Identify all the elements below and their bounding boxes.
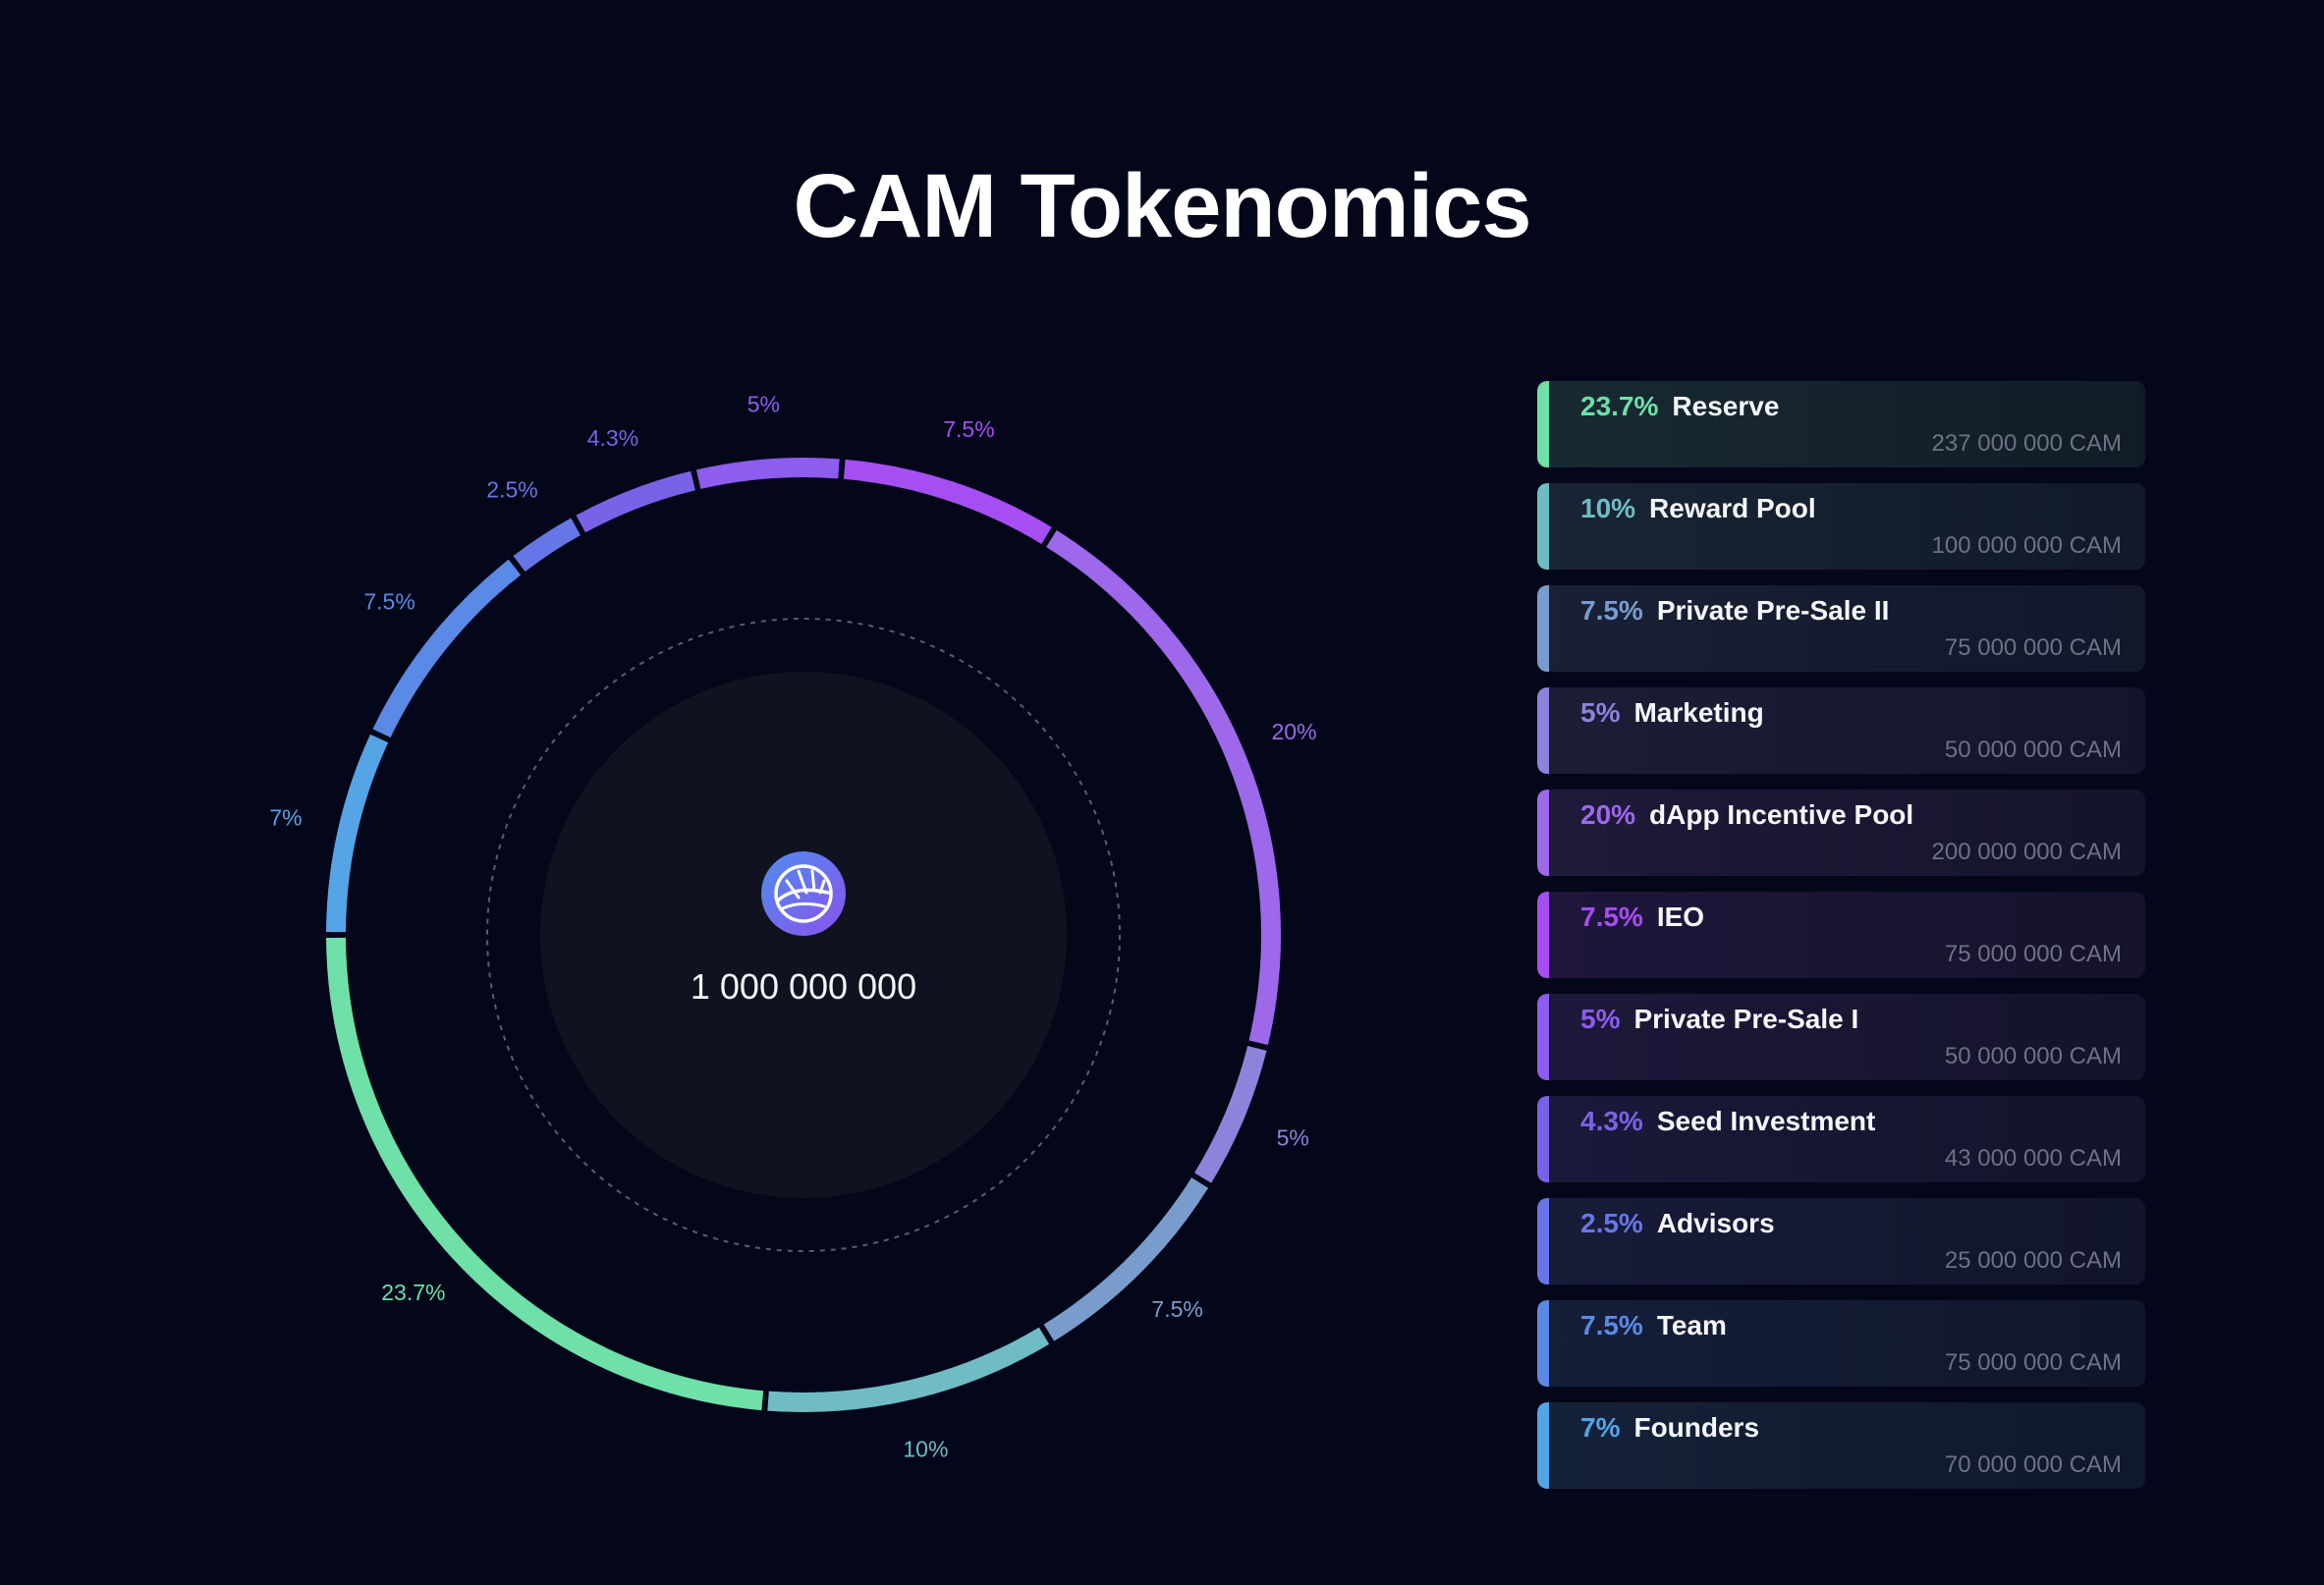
legend-percent: 7% bbox=[1580, 1412, 1621, 1443]
slice-private-pre-sale-ii bbox=[1043, 1177, 1209, 1341]
legend-item: 23.7% Reserve 237 000 000 CAM bbox=[1537, 381, 2145, 467]
legend-label: Founders bbox=[1633, 1412, 1760, 1443]
legend-heading: 7% Founders bbox=[1580, 1412, 1759, 1444]
legend-amount: 50 000 000 CAM bbox=[1944, 1043, 2122, 1069]
legend-amount: 25 000 000 CAM bbox=[1944, 1247, 2122, 1274]
legend-color-bar bbox=[1537, 790, 1549, 876]
slice-group bbox=[326, 458, 1281, 1412]
legend-item: 5% Private Pre-Sale I 50 000 000 CAM bbox=[1537, 994, 2145, 1080]
legend-percent: 7.5% bbox=[1580, 595, 1643, 626]
slice-label: 5% bbox=[747, 392, 780, 417]
legend-label: Private Pre-Sale I bbox=[1633, 1004, 1859, 1034]
legend-percent: 7.5% bbox=[1580, 1310, 1643, 1340]
legend-heading: 23.7% Reserve bbox=[1580, 391, 1779, 422]
legend-label: Reward Pool bbox=[1649, 493, 1816, 523]
slice-label: 23.7% bbox=[381, 1280, 445, 1305]
legend-color-bar bbox=[1537, 483, 1549, 570]
legend-percent: 5% bbox=[1580, 697, 1621, 728]
legend-heading: 4.3% Seed Investment bbox=[1580, 1106, 1875, 1137]
legend-label: Seed Investment bbox=[1656, 1106, 1876, 1136]
cam-logo-icon bbox=[761, 851, 846, 936]
legend-label: dApp Incentive Pool bbox=[1649, 799, 1914, 830]
legend-color-bar bbox=[1537, 1096, 1549, 1182]
label-group: 23.7% 10% 7.5% 5% 20% 7.5% 5% 4.3% 2.5% 7.5% 7% bbox=[269, 392, 1316, 1462]
legend-percent: 5% bbox=[1580, 1004, 1621, 1034]
legend-item: 20% dApp Incentive Pool 200 000 000 CAM bbox=[1537, 790, 2145, 876]
legend-amount: 70 000 000 CAM bbox=[1944, 1451, 2122, 1478]
slice-private-pre-sale-i bbox=[695, 458, 840, 489]
legend-heading: 5% Private Pre-Sale I bbox=[1580, 1004, 1858, 1035]
total-supply: 1 000 000 000 bbox=[690, 966, 917, 1007]
slice-label: 20% bbox=[1272, 719, 1317, 744]
legend-amount: 75 000 000 CAM bbox=[1944, 634, 2122, 661]
legend-item: 7% Founders 70 000 000 CAM bbox=[1537, 1402, 2145, 1489]
legend-percent: 2.5% bbox=[1580, 1208, 1643, 1238]
legend-amount: 237 000 000 CAM bbox=[1931, 430, 2122, 457]
legend-heading: 10% Reward Pool bbox=[1580, 493, 1816, 524]
legend-heading: 7.5% Team bbox=[1580, 1310, 1727, 1341]
inner-dashed-ring bbox=[486, 618, 1121, 1252]
legend: 23.7% Reserve 237 000 000 CAM 10% Reward Poo… bbox=[1537, 381, 2145, 1504]
slice-reward-pool bbox=[767, 1327, 1050, 1412]
donut-chart: 23.7% 10% 7.5% 5% 20% 7.5% 5% 4.3% 2.5% 7.5% 7% bbox=[269, 392, 1316, 1462]
legend-color-bar bbox=[1537, 687, 1549, 774]
legend-amount: 43 000 000 CAM bbox=[1944, 1145, 2122, 1172]
legend-color-bar bbox=[1537, 1300, 1549, 1387]
legend-item: 7.5% Team 75 000 000 CAM bbox=[1537, 1300, 2145, 1387]
slice-ieo bbox=[843, 459, 1052, 544]
legend-color-bar bbox=[1537, 1402, 1549, 1489]
legend-item: 4.3% Seed Investment 43 000 000 CAM bbox=[1537, 1096, 2145, 1182]
legend-color-bar bbox=[1537, 994, 1549, 1080]
slice-label: 5% bbox=[1277, 1124, 1309, 1150]
legend-amount: 200 000 000 CAM bbox=[1931, 839, 2122, 865]
legend-heading: 2.5% Advisors bbox=[1580, 1208, 1775, 1239]
legend-amount: 75 000 000 CAM bbox=[1944, 1349, 2122, 1376]
slice-label: 7.5% bbox=[943, 416, 994, 442]
slice-label: 4.3% bbox=[587, 425, 638, 451]
legend-label: Reserve bbox=[1672, 391, 1780, 421]
slice-dapp-incentive-pool bbox=[1046, 529, 1281, 1046]
legend-color-bar bbox=[1537, 1198, 1549, 1284]
legend-label: Private Pre-Sale II bbox=[1656, 595, 1890, 626]
legend-label: Marketing bbox=[1633, 697, 1764, 728]
legend-item: 5% Marketing 50 000 000 CAM bbox=[1537, 687, 2145, 774]
slice-advisors bbox=[513, 518, 581, 573]
slice-reserve bbox=[326, 937, 764, 1411]
slice-founders bbox=[326, 734, 389, 933]
slice-label: 10% bbox=[903, 1437, 948, 1462]
legend-percent: 10% bbox=[1580, 493, 1636, 523]
slice-label: 7.5% bbox=[1151, 1296, 1202, 1322]
legend-amount: 100 000 000 CAM bbox=[1931, 532, 2122, 559]
legend-percent: 20% bbox=[1580, 799, 1636, 830]
slice-team bbox=[372, 559, 522, 738]
legend-item: 2.5% Advisors 25 000 000 CAM bbox=[1537, 1198, 2145, 1284]
slice-label: 7% bbox=[269, 804, 302, 830]
legend-label: Advisors bbox=[1656, 1208, 1775, 1238]
legend-percent: 23.7% bbox=[1580, 391, 1659, 421]
legend-percent: 4.3% bbox=[1580, 1106, 1643, 1136]
legend-heading: 7.5% Private Pre-Sale II bbox=[1580, 595, 1889, 627]
slice-label: 2.5% bbox=[486, 477, 537, 503]
legend-percent: 7.5% bbox=[1580, 902, 1643, 932]
legend-item: 7.5% Private Pre-Sale II 75 000 000 CAM bbox=[1537, 585, 2145, 672]
slice-seed-investment bbox=[576, 470, 695, 533]
legend-amount: 50 000 000 CAM bbox=[1944, 737, 2122, 763]
legend-color-bar bbox=[1537, 892, 1549, 978]
legend-item: 10% Reward Pool 100 000 000 CAM bbox=[1537, 483, 2145, 570]
legend-item: 7.5% IEO 75 000 000 CAM bbox=[1537, 892, 2145, 978]
legend-heading: 20% dApp Incentive Pool bbox=[1580, 799, 1913, 831]
legend-color-bar bbox=[1537, 585, 1549, 672]
legend-heading: 7.5% IEO bbox=[1580, 902, 1704, 933]
slice-marketing bbox=[1194, 1045, 1267, 1183]
legend-label: Team bbox=[1656, 1310, 1727, 1340]
legend-amount: 75 000 000 CAM bbox=[1944, 941, 2122, 967]
legend-heading: 5% Marketing bbox=[1580, 697, 1764, 729]
slice-label: 7.5% bbox=[363, 588, 415, 614]
legend-color-bar bbox=[1537, 381, 1549, 467]
legend-label: IEO bbox=[1656, 902, 1705, 932]
page-title: CAM Tokenomics bbox=[793, 156, 1531, 256]
